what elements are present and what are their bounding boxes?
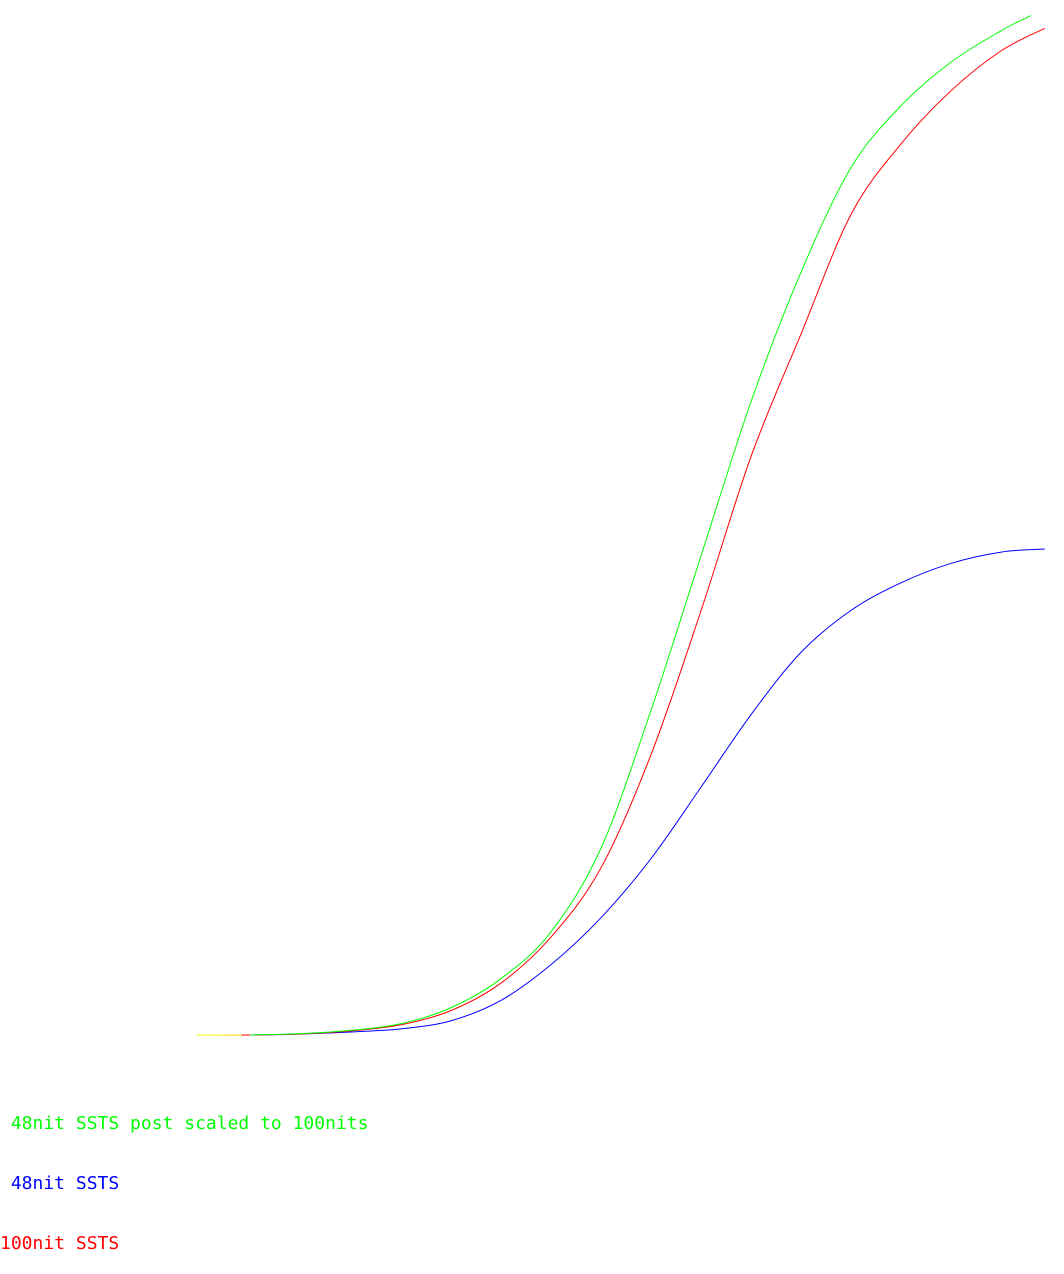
legend: 48nit SSTS post scaled to 100nits 48nit … <box>0 1074 368 1274</box>
series-line-2 <box>196 27 1046 1036</box>
legend-item-48nit-scaled: 48nit SSTS post scaled to 100nits <box>0 1113 369 1134</box>
tone-curve-chart <box>196 15 1046 1036</box>
legend-item-100nit: 100nit SSTS <box>0 1233 120 1254</box>
series-line-1 <box>250 548 1045 1036</box>
series-line-0 <box>250 15 1032 1036</box>
series-layer <box>196 15 1046 1036</box>
legend-item-48nit: 48nit SSTS <box>0 1173 120 1194</box>
